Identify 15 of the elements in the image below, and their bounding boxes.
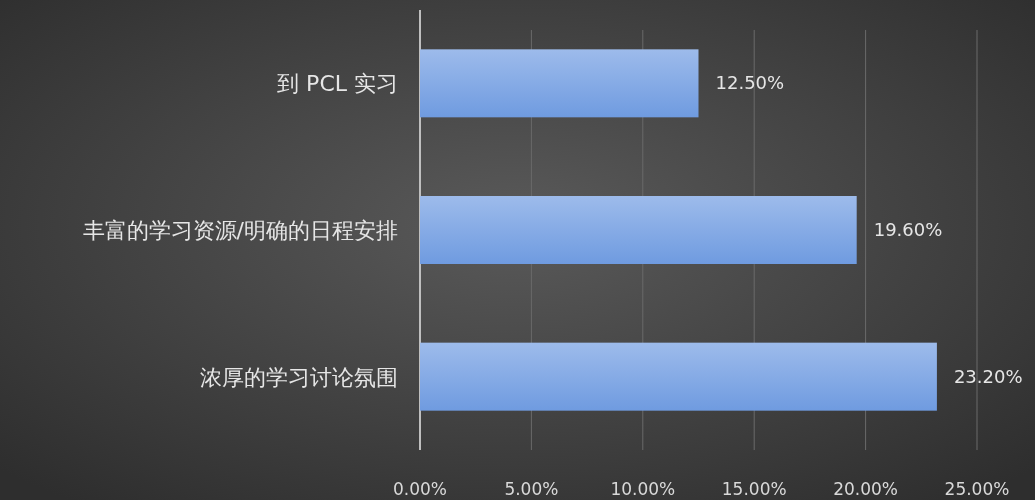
x-tick-label: 10.00% [610, 479, 676, 499]
bar [420, 49, 699, 118]
y-tick-label: 浓厚的学习讨论氛围 [200, 364, 398, 390]
y-tick-label: 到 PCL 实习 [277, 71, 398, 97]
data-label: 19.60% [873, 219, 943, 240]
bar [420, 342, 937, 411]
x-tick-label: 5.00% [504, 479, 559, 499]
x-tick-label: 15.00% [721, 479, 787, 499]
y-tick-label: 丰富的学习资源/明确的日程安排 [82, 218, 398, 243]
data-label: 12.50% [715, 72, 785, 94]
x-tick-label: 0.00% [392, 479, 448, 499]
data-label: 23.20% [953, 365, 1023, 387]
x-tick-label: 20.00% [833, 479, 899, 499]
bar [420, 196, 857, 264]
x-tick-label: 25.00% [944, 479, 1010, 499]
